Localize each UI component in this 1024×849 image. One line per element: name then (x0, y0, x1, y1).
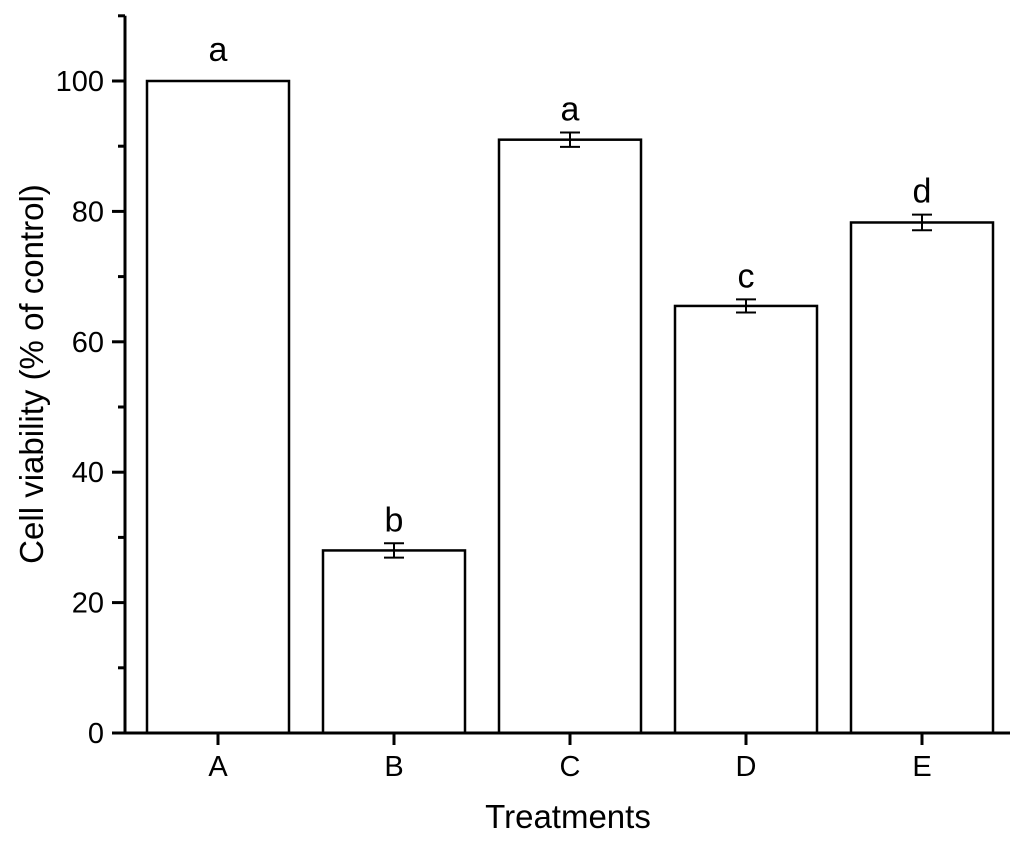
y-tick-label-80: 80 (72, 196, 104, 228)
significance-letter-D: c (738, 257, 755, 295)
bar-C (497, 138, 643, 735)
y-axis-title: Cell viability (% of control) (13, 184, 50, 564)
y-tick-label-100: 100 (56, 66, 104, 98)
bar-D (673, 304, 819, 735)
significance-letter-C: a (561, 91, 580, 129)
x-tick-label-D: D (736, 751, 757, 783)
bar-E (849, 221, 995, 735)
x-tick-label-A: A (208, 751, 228, 783)
x-tick-label-C: C (560, 751, 581, 783)
x-axis-title: Treatments (485, 798, 651, 835)
x-tick-label-E: E (912, 751, 931, 783)
y-tick-label-20: 20 (72, 588, 104, 620)
y-tick-label-0: 0 (88, 718, 104, 750)
x-tick-label-B: B (384, 751, 403, 783)
significance-letter-E: d (913, 173, 932, 211)
significance-letter-B: b (385, 501, 404, 539)
y-tick-label-40: 40 (72, 457, 104, 489)
significance-letter-A: a (209, 31, 228, 69)
y-tick-label-60: 60 (72, 327, 104, 359)
bar-B (321, 549, 467, 735)
bar-A (145, 79, 291, 735)
